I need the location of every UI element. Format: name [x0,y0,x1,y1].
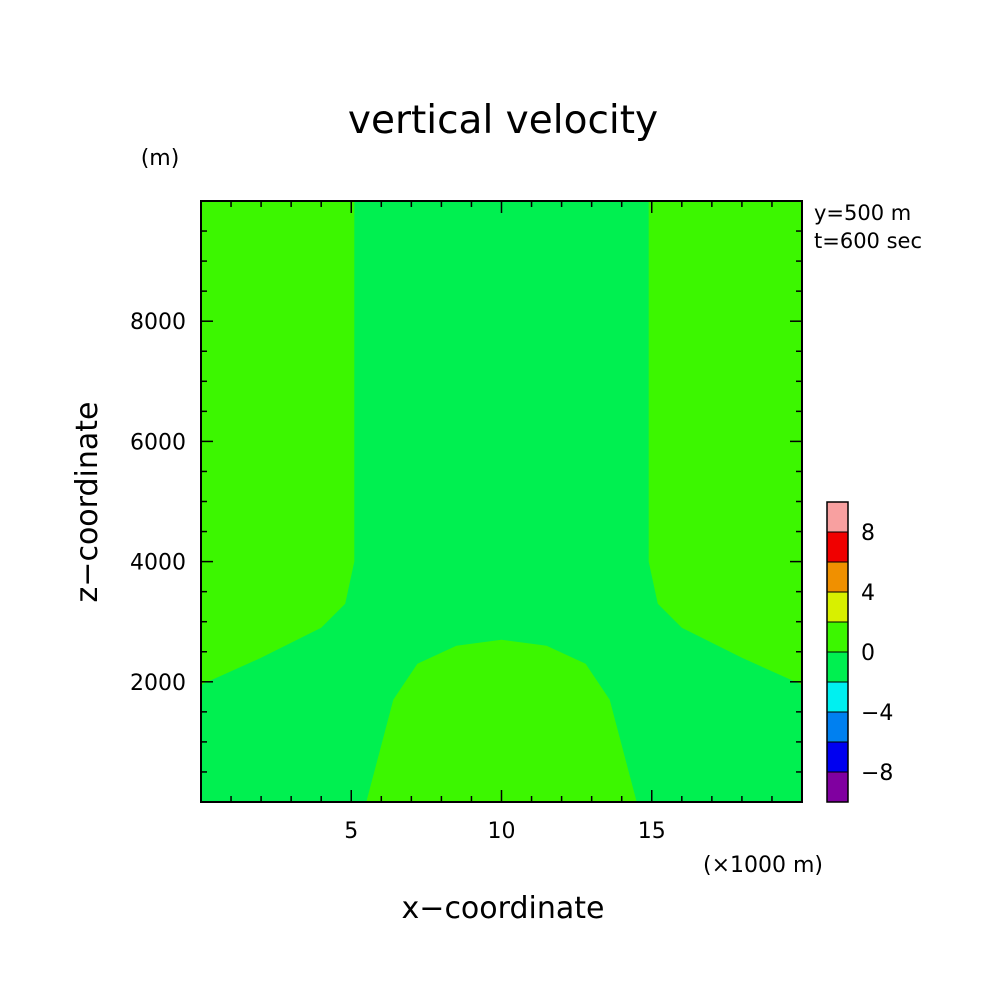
colorbar-swatch [827,712,848,742]
colorbar-label: 0 [861,641,875,666]
velocity-field [201,201,802,802]
y-tick-label: 8000 [130,310,186,335]
info-time: t=600 sec [814,229,922,253]
colorbar-swatch [827,622,848,652]
colorbar-swatch [827,772,848,802]
colorbar: −8 −4 0 4 8 [826,501,893,803]
colorbar-swatch [827,502,848,532]
x-tick-label: 15 [638,819,666,844]
x-tick-label: 5 [344,819,358,844]
y-unit-label: (m) [141,146,180,171]
plot-frame [200,200,803,803]
colorbar-frame [826,501,849,803]
x-unit-label: (×1000 m) [703,853,823,878]
chart-title: vertical velocity [348,98,658,143]
bottom-positive-region [366,639,637,802]
colorbar-swatch [827,682,848,712]
x-axis-label: x−coordinate [402,891,605,926]
colorbar-label: −4 [861,701,893,726]
colorbar-label: 4 [861,581,875,606]
right-positive-region [648,201,802,685]
info-y-position: y=500 m [814,201,911,225]
colorbar-label: −8 [861,761,893,786]
y-axis-label: z−coordinate [70,402,105,603]
colorbar-swatch [827,562,848,592]
colorbar-label: 8 [861,521,875,546]
y-tick-label: 2000 [130,671,186,696]
colorbar-swatch [827,742,848,772]
x-tick-label: 10 [488,819,516,844]
colorbar-swatch [827,592,848,622]
colorbar-swatch [827,652,848,682]
colorbar-swatch [827,532,848,562]
y-tick-label: 6000 [130,430,186,455]
y-axis-ticks: 2000 4000 6000 8000 [130,230,802,773]
y-tick-label: 4000 [130,551,186,576]
left-positive-region [201,201,355,685]
